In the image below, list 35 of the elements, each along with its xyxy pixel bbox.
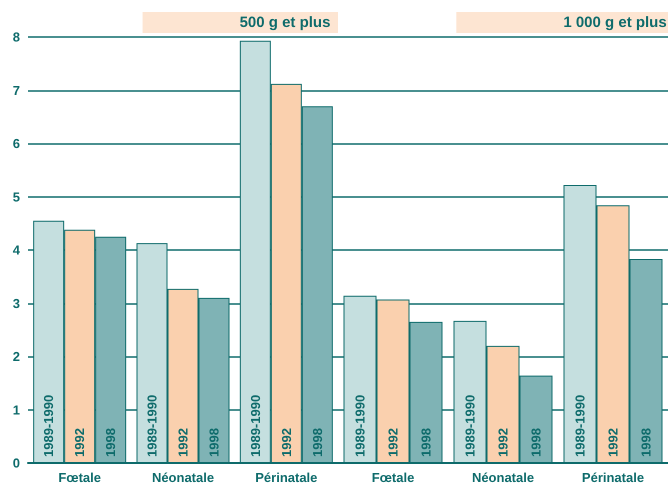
series-label: 1992	[72, 428, 88, 457]
y-tick-label: 2	[12, 349, 20, 364]
series-label: 1992	[386, 428, 400, 457]
x-tick-label: Néonatale	[152, 470, 214, 484]
series-label: 1998	[103, 428, 118, 457]
y-tick-label: 4	[12, 242, 21, 258]
text: 1998	[638, 428, 654, 457]
y-tick-label: 5	[12, 189, 20, 204]
series-label: 1989-1990	[352, 394, 368, 457]
text: 1998	[310, 428, 325, 457]
text: 1998	[206, 428, 222, 457]
y-tick-label: 8	[12, 30, 20, 44]
text: 1992	[176, 428, 190, 457]
text: 1989-1990	[144, 394, 160, 457]
text: 1989-1990	[462, 394, 478, 457]
x-tick-label: Fœtale	[58, 470, 101, 484]
series-label: 1998	[418, 428, 434, 457]
y-tick-label: 7	[12, 82, 20, 98]
y-tick-label: 0	[12, 456, 20, 470]
text: 1989-1990	[248, 394, 263, 457]
chart-title: 1 000 g et plus	[563, 14, 667, 31]
text: 1992	[496, 428, 510, 457]
series-label: 1989-1990	[41, 394, 56, 457]
x-tick-label: Fœtale	[372, 470, 414, 484]
x-tick-label: Périnatale	[582, 470, 644, 484]
chart-title: 500 g et plus	[240, 14, 330, 31]
x-tick-label: Néonatale	[472, 470, 534, 484]
y-tick-label: 3	[12, 296, 20, 311]
text: 1992	[606, 428, 620, 457]
text: 1992	[278, 428, 294, 457]
text: 1998	[528, 428, 544, 457]
text: 1989-1990	[572, 394, 588, 457]
y-tick-label: 1	[12, 402, 20, 418]
x-tick-label: Périnatale	[255, 470, 318, 484]
y-tick-label: 6	[12, 136, 20, 151]
